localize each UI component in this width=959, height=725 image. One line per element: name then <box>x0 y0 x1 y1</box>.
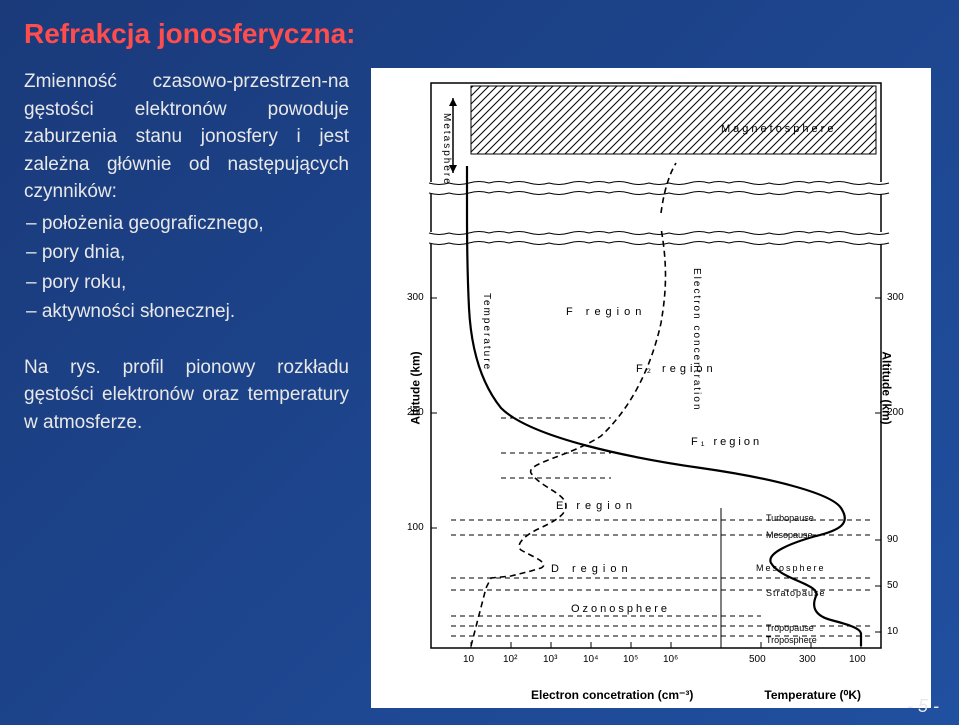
figure-label: Troposphere <box>766 635 817 645</box>
figure-label: 50 <box>887 580 898 591</box>
figure-label: 10² <box>503 654 517 665</box>
figure-label: F₁ region <box>691 436 762 448</box>
figure-label: Stratopause <box>766 588 826 598</box>
figure-label: 90 <box>887 534 898 545</box>
x-axis-electron-label: Electron concetration (cm⁻³) <box>531 688 693 702</box>
bullet-list: położenia geograficznego, pory dnia, por… <box>24 210 349 326</box>
figure-label: Tropopause <box>766 623 814 633</box>
figure-column: Altitude (km) Altitude (km) Electron con… <box>367 68 935 713</box>
figure-label: 10⁶ <box>663 654 678 665</box>
figure-label: 500 <box>749 654 766 665</box>
figure-label: F₂ region <box>636 363 717 375</box>
figure-label: 300 <box>407 292 424 303</box>
figure-caption: Na rys. profil pionowy rozkładu gęstości… <box>24 354 349 437</box>
bullet-item: aktywności słonecznej. <box>24 298 349 326</box>
figure-label: 200 <box>887 407 904 418</box>
bullet-item: pory dnia, <box>24 239 349 267</box>
figure-label: Magnetosphere <box>721 123 836 135</box>
bullet-item: położenia geograficznego, <box>24 210 349 238</box>
slide-title: Refrakcja jonosferyczna: <box>24 18 935 50</box>
slide: Refrakcja jonosferyczna: Zmienność czaso… <box>0 0 959 725</box>
figure-label: F region <box>566 306 646 318</box>
text-column: Zmienność czasowo-przestrzen-na gęstości… <box>24 68 349 713</box>
figure-label: 300 <box>887 292 904 303</box>
figure-label: Ozonosphere <box>571 603 670 615</box>
figure-label: 10⁵ <box>623 654 638 665</box>
figure-vertical-label: Temperature <box>481 293 492 371</box>
figure-label: 10 <box>463 654 474 665</box>
figure-label: Turbopause <box>766 513 814 523</box>
figure-label: 100 <box>849 654 866 665</box>
x-axis-temperature-label: Temperature (⁰K) <box>764 688 861 702</box>
figure-label: 200 <box>407 407 424 418</box>
figure-label: D region <box>551 563 633 575</box>
page-number: - 5 - <box>907 696 939 717</box>
figure-vertical-label: Electron concentration <box>691 268 702 412</box>
bullet-item: pory roku, <box>24 269 349 297</box>
figure-vertical-label: Metasphere <box>441 113 452 186</box>
figure-label: Mesopause <box>766 530 813 540</box>
intro-paragraph: Zmienność czasowo-przestrzen-na gęstości… <box>24 68 349 206</box>
figure-label: 10³ <box>543 654 557 665</box>
figure-label: 10 <box>887 626 898 637</box>
caption-prefix: Na rys. <box>24 357 101 378</box>
figure-label: 300 <box>799 654 816 665</box>
content-row: Zmienność czasowo-przestrzen-na gęstości… <box>24 68 935 713</box>
figure-label: E region <box>556 500 637 512</box>
figure-label: 100 <box>407 522 424 533</box>
ionosphere-figure: Altitude (km) Altitude (km) Electron con… <box>371 68 931 708</box>
figure-label: 10⁴ <box>583 654 598 665</box>
figure-label: Mesosphere <box>756 563 826 573</box>
